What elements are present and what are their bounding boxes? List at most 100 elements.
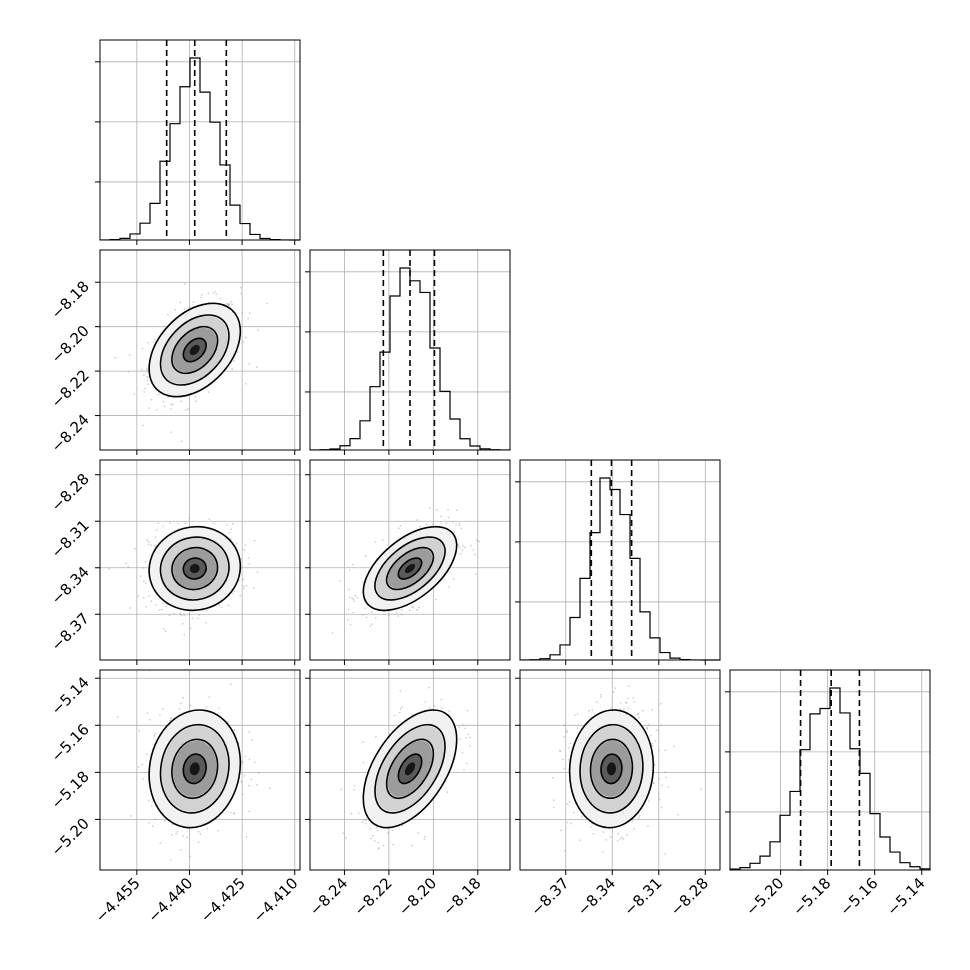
scatter-point	[228, 302, 230, 305]
scatter-point	[250, 739, 253, 741]
scatter-point	[173, 612, 175, 615]
scatter-point	[633, 827, 635, 830]
scatter-point	[370, 611, 373, 614]
scatter-panel-4-2: −8.24 −8.22 −8.20 −8.18	[305, 669, 511, 919]
scatter-point	[253, 587, 256, 590]
scatter-point	[218, 707, 221, 710]
scatter-point	[200, 296, 202, 299]
scatter-point	[637, 712, 639, 715]
scatter-point	[377, 848, 380, 850]
scatter-point	[247, 317, 250, 320]
scatter-point	[179, 848, 182, 851]
scatter-point	[373, 839, 376, 842]
panel-frame	[309, 459, 511, 661]
scatter-point	[351, 563, 354, 566]
scatter-point	[638, 716, 640, 719]
scatter-point	[241, 793, 244, 796]
scatter-point	[255, 366, 258, 369]
scatter-point	[141, 347, 144, 350]
scatter-point	[352, 598, 355, 601]
scatter-point	[429, 506, 432, 509]
scatter-point	[599, 693, 602, 696]
x-tick-label: −8.28	[667, 874, 712, 919]
scatter-point	[664, 852, 666, 855]
scatter-point	[424, 700, 427, 703]
x-tick-label: −4.425	[197, 874, 249, 926]
scatter-point	[163, 820, 166, 823]
panel-frame	[519, 459, 721, 661]
scatter-point	[248, 312, 251, 315]
scatter-point	[576, 727, 579, 729]
scatter-point	[162, 525, 165, 528]
scatter-point	[226, 302, 228, 305]
scatter-point	[348, 588, 350, 591]
scatter-point	[400, 608, 403, 611]
scatter-point	[475, 539, 478, 542]
contour-line-3	[579, 723, 644, 814]
scatter-point	[199, 832, 202, 835]
scatter-point	[153, 338, 156, 341]
scatter-point	[139, 575, 142, 577]
scatter-point	[657, 749, 660, 752]
scatter-point	[408, 609, 411, 612]
scatter-point	[465, 762, 468, 765]
scatter-point	[400, 706, 403, 709]
scatter-point	[257, 772, 260, 774]
scatter-point	[142, 567, 145, 569]
scatter-point	[146, 367, 149, 370]
scatter-point	[459, 546, 461, 549]
scatter-point	[144, 387, 147, 390]
histogram-panel-3	[515, 459, 721, 665]
density-fill	[189, 563, 200, 574]
contour-line-4	[362, 709, 458, 829]
contour-line-1	[600, 753, 623, 785]
scatter-point	[457, 543, 459, 546]
scatter-point	[432, 523, 434, 526]
scatter-point	[387, 614, 390, 617]
scatter-point	[153, 545, 156, 547]
scatter-point	[397, 615, 399, 617]
scatter-point	[566, 821, 569, 824]
scatter-point	[170, 834, 173, 836]
scatter-point	[236, 542, 238, 545]
scatter-point	[646, 726, 649, 729]
scatter-point	[651, 744, 654, 747]
scatter-point	[651, 709, 654, 711]
scatter-point	[592, 832, 595, 835]
scatter-point	[331, 632, 334, 634]
contour-line-3	[159, 723, 230, 814]
contour-line-1	[397, 557, 423, 580]
scatter-point	[159, 714, 161, 717]
scatter-point	[464, 727, 467, 730]
scatter-point	[180, 702, 182, 705]
scatter-point	[614, 687, 617, 689]
scatter-point	[428, 706, 431, 709]
scatter-point	[462, 724, 464, 727]
scatter-point	[129, 607, 132, 609]
scatter-point	[448, 710, 451, 712]
scatter-point	[243, 548, 246, 551]
scatter-point	[411, 844, 414, 847]
panel-frame	[99, 39, 301, 241]
scatter-point	[241, 780, 243, 783]
scatter-point	[465, 737, 468, 739]
scatter-point	[552, 776, 554, 779]
scatter-point	[588, 710, 590, 712]
scatter-point	[146, 771, 149, 774]
scatter-point	[440, 698, 443, 701]
scatter-point	[626, 697, 629, 700]
scatter-point	[362, 741, 364, 744]
scatter-point	[233, 590, 236, 593]
scatter-point	[244, 544, 247, 547]
scatter-point	[142, 596, 145, 599]
scatter-point	[351, 597, 354, 600]
scatter-point	[242, 587, 245, 589]
contour-line-1	[182, 337, 207, 363]
scatter-point	[652, 782, 655, 785]
scatter-point	[207, 292, 210, 295]
scatter-point	[374, 541, 377, 543]
scatter-point	[433, 705, 436, 708]
scatter-point	[248, 758, 251, 761]
scatter-point	[150, 398, 153, 401]
